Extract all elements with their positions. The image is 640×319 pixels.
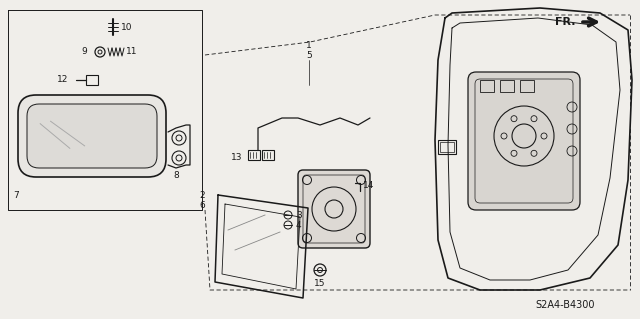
FancyBboxPatch shape xyxy=(298,170,370,248)
Text: 11: 11 xyxy=(126,48,138,56)
Text: 8: 8 xyxy=(173,170,179,180)
Bar xyxy=(480,80,494,92)
Text: 15: 15 xyxy=(314,279,326,288)
Bar xyxy=(262,150,274,160)
Text: 2: 2 xyxy=(200,191,205,201)
Text: 10: 10 xyxy=(121,23,132,32)
Bar xyxy=(440,142,454,152)
Bar xyxy=(500,80,514,92)
Text: 5: 5 xyxy=(306,51,312,61)
Text: 6: 6 xyxy=(199,202,205,211)
Bar xyxy=(438,140,456,154)
Text: FR.: FR. xyxy=(554,17,575,27)
FancyBboxPatch shape xyxy=(468,72,580,210)
Bar xyxy=(86,75,98,85)
Text: 7: 7 xyxy=(13,190,19,199)
Text: 12: 12 xyxy=(56,76,68,85)
FancyBboxPatch shape xyxy=(27,104,157,168)
Text: 4: 4 xyxy=(296,220,301,229)
FancyBboxPatch shape xyxy=(18,95,166,177)
Bar xyxy=(520,80,534,92)
Text: 3: 3 xyxy=(296,211,301,219)
Bar xyxy=(248,150,260,160)
Text: 13: 13 xyxy=(230,153,242,162)
Text: 9: 9 xyxy=(81,48,87,56)
Text: 14: 14 xyxy=(363,181,374,189)
Text: S2A4-B4300: S2A4-B4300 xyxy=(535,300,595,310)
Text: 1: 1 xyxy=(306,41,312,50)
